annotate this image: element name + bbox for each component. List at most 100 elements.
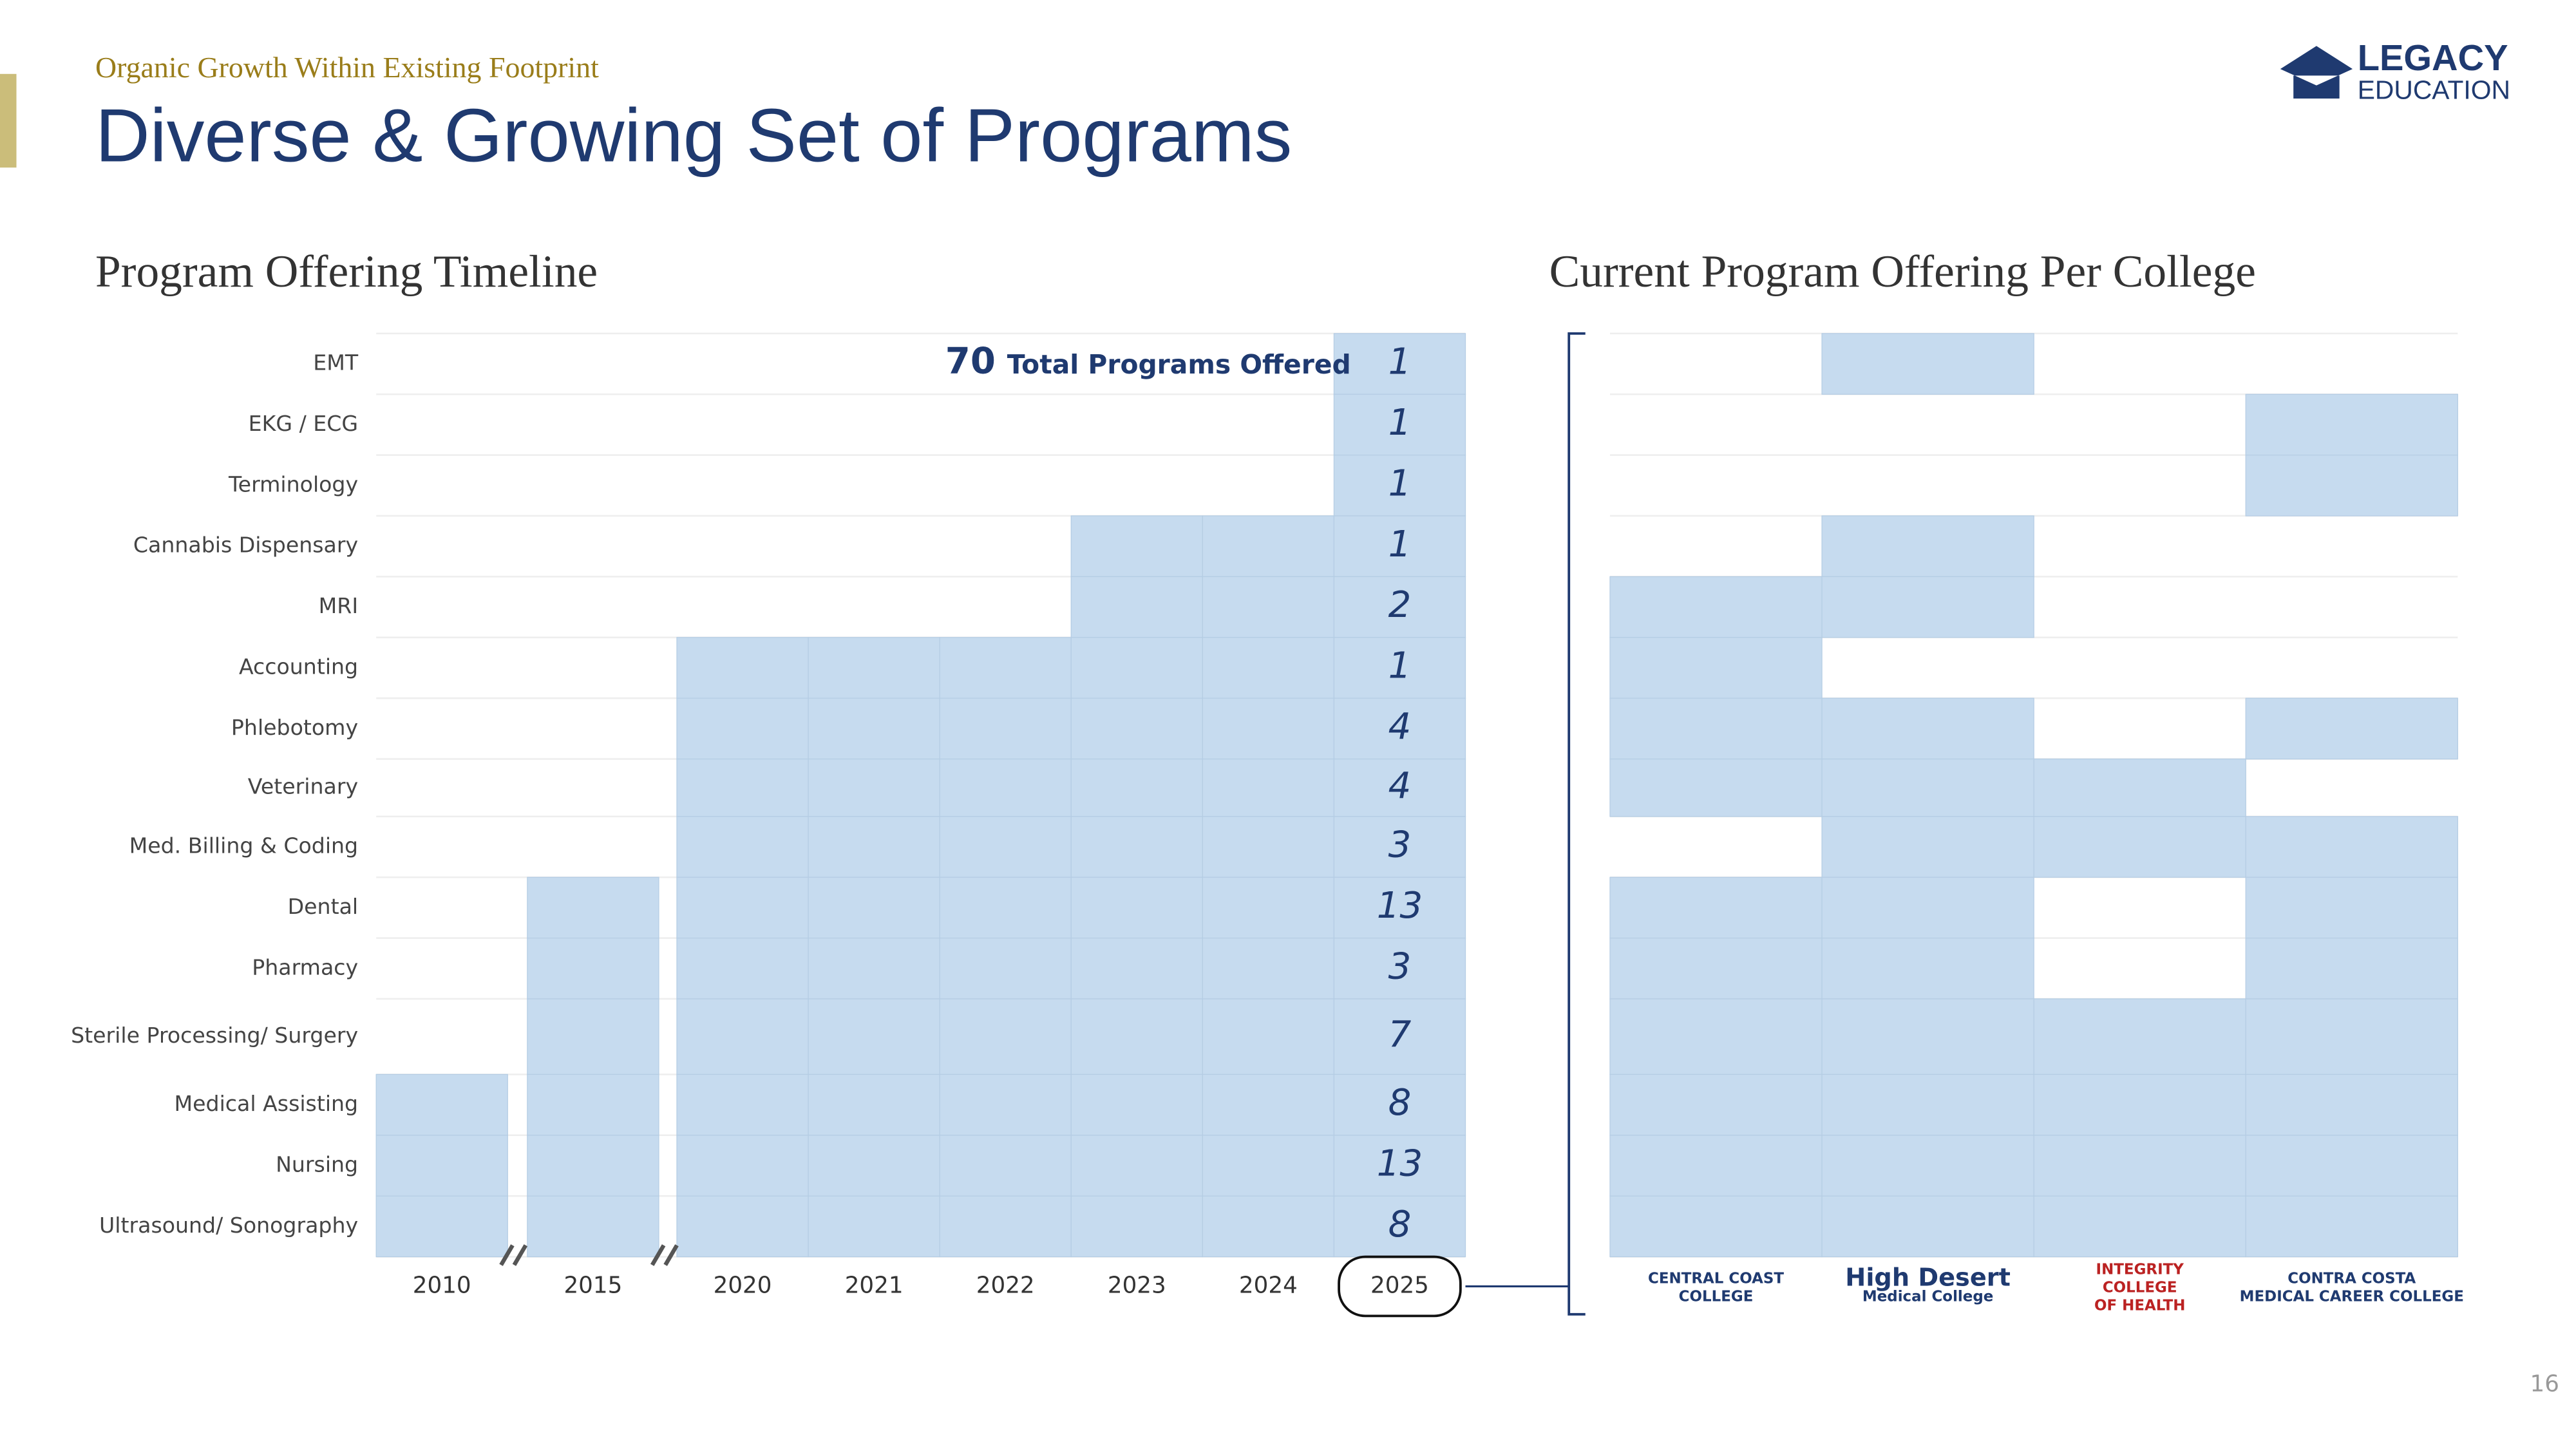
timeline-cell	[375, 1135, 508, 1197]
timeline-cell	[676, 637, 809, 699]
timeline-cell	[1333, 454, 1466, 516]
timeline-cell	[1070, 515, 1203, 578]
timeline-cell	[939, 876, 1072, 939]
timeline-cell	[939, 1135, 1072, 1197]
program-count: 8	[1388, 1204, 1412, 1245]
year-label: 2025	[1370, 1272, 1429, 1298]
timeline-cell	[1070, 1074, 1203, 1136]
college-cell	[1609, 998, 1823, 1075]
slide-title: Diverse & Growing Set of Programs	[95, 93, 1292, 177]
timeline-cell	[1070, 998, 1203, 1075]
college-logo-text: MEDICAL CAREER COLLEGE	[2240, 1289, 2464, 1305]
program-count: 1	[1388, 341, 1412, 383]
timeline-cell	[527, 937, 659, 999]
college-cell	[1609, 758, 1823, 817]
timeline-cell	[1070, 1135, 1203, 1197]
program-count: 1	[1388, 402, 1412, 444]
year-label: 2015	[564, 1272, 622, 1298]
timeline-cell	[527, 1135, 659, 1197]
college-cell	[2033, 816, 2246, 878]
college-cell	[1821, 1135, 2034, 1197]
timeline-cell	[1333, 697, 1466, 760]
program-label: Nursing	[276, 1151, 358, 1177]
program-count: 7	[1388, 1014, 1412, 1056]
program-label: MRI	[319, 593, 358, 618]
timeline-cell	[808, 1195, 940, 1258]
timeline-cell	[1202, 758, 1335, 817]
college-logo-text: CENTRAL COAST	[1648, 1270, 1784, 1287]
timeline-cell	[939, 998, 1072, 1075]
timeline-cell	[939, 937, 1072, 999]
axis-break	[650, 1244, 679, 1266]
college-cell	[2033, 1195, 2246, 1258]
program-label: Sterile Processing/ Surgery	[71, 1023, 358, 1048]
timeline-cell	[1333, 393, 1466, 456]
timeline-cell	[1070, 758, 1203, 817]
timeline-cell	[1333, 333, 1466, 395]
college-cell	[2245, 937, 2458, 999]
college-cell	[1821, 758, 2034, 817]
college-cell	[2245, 998, 2458, 1075]
timeline-cell	[1070, 697, 1203, 760]
program-count: 1	[1388, 524, 1412, 565]
program-label: Med. Billing & Coding	[129, 833, 358, 858]
timeline-cell	[527, 998, 659, 1075]
college-cell	[1821, 697, 2034, 760]
program-label: Accounting	[239, 654, 358, 679]
timeline-cell	[375, 1074, 508, 1136]
program-label: Veterinary	[248, 774, 358, 799]
program-count: 3	[1388, 945, 1412, 987]
timeline-cell	[676, 1135, 809, 1197]
timeline-cell	[808, 1135, 940, 1197]
college-cell	[2245, 697, 2458, 760]
college-cell	[1609, 1074, 1823, 1136]
college-cell	[1821, 937, 2034, 999]
college-cell	[1821, 876, 2034, 939]
timeline-cell	[676, 697, 809, 760]
timeline-cell	[676, 1074, 809, 1136]
timeline-cell	[808, 937, 940, 999]
timeline-cell	[939, 758, 1072, 817]
college-cell	[2245, 1135, 2458, 1197]
college-cell	[2245, 454, 2458, 516]
year-label: 2024	[1239, 1272, 1298, 1298]
college-cell	[1609, 637, 1823, 699]
timeline-cell	[375, 1195, 508, 1258]
college-cell	[1821, 515, 2034, 578]
timeline-cell	[1202, 576, 1335, 638]
college-cell	[2245, 876, 2458, 939]
college-cell	[1821, 1074, 2034, 1136]
timeline-cell	[1202, 876, 1335, 939]
kicker: Organic Growth Within Existing Footprint	[95, 51, 599, 84]
timeline-cell	[1333, 515, 1466, 578]
timeline-cell	[808, 1074, 940, 1136]
timeline-cell	[1202, 1074, 1335, 1136]
section-title: Program Offering Timeline	[95, 246, 598, 297]
college-logo-text: COLLEGE	[2103, 1280, 2177, 1296]
logo-text: LEGACY	[2358, 37, 2508, 78]
college-cell	[1821, 1195, 2034, 1258]
college-cell	[1821, 576, 2034, 638]
year-label: 2010	[413, 1272, 471, 1298]
timeline-cell	[1070, 637, 1203, 699]
program-count: 4	[1388, 765, 1412, 807]
section-title: Current Program Offering Per College	[1549, 246, 2256, 297]
page-number: 16	[2530, 1371, 2559, 1397]
college-cell	[2245, 816, 2458, 878]
timeline-cell	[1202, 637, 1335, 699]
timeline-cell	[1333, 876, 1466, 939]
timeline-cell	[1202, 816, 1335, 878]
timeline-cell	[939, 697, 1072, 760]
timeline-cell	[808, 816, 940, 878]
program-count: 1	[1388, 462, 1412, 504]
timeline-cell	[1070, 816, 1203, 878]
college-logo-text: COLLEGE	[1679, 1289, 1754, 1305]
timeline-cell	[1070, 937, 1203, 999]
timeline-cell	[1070, 576, 1203, 638]
timeline-cell	[808, 876, 940, 939]
program-label: Dental	[288, 894, 358, 919]
timeline-cell	[527, 876, 659, 939]
year-label: 2022	[976, 1272, 1035, 1298]
program-label: Cannabis Dispensary	[133, 533, 358, 558]
program-label: Phlebotomy	[231, 715, 358, 740]
